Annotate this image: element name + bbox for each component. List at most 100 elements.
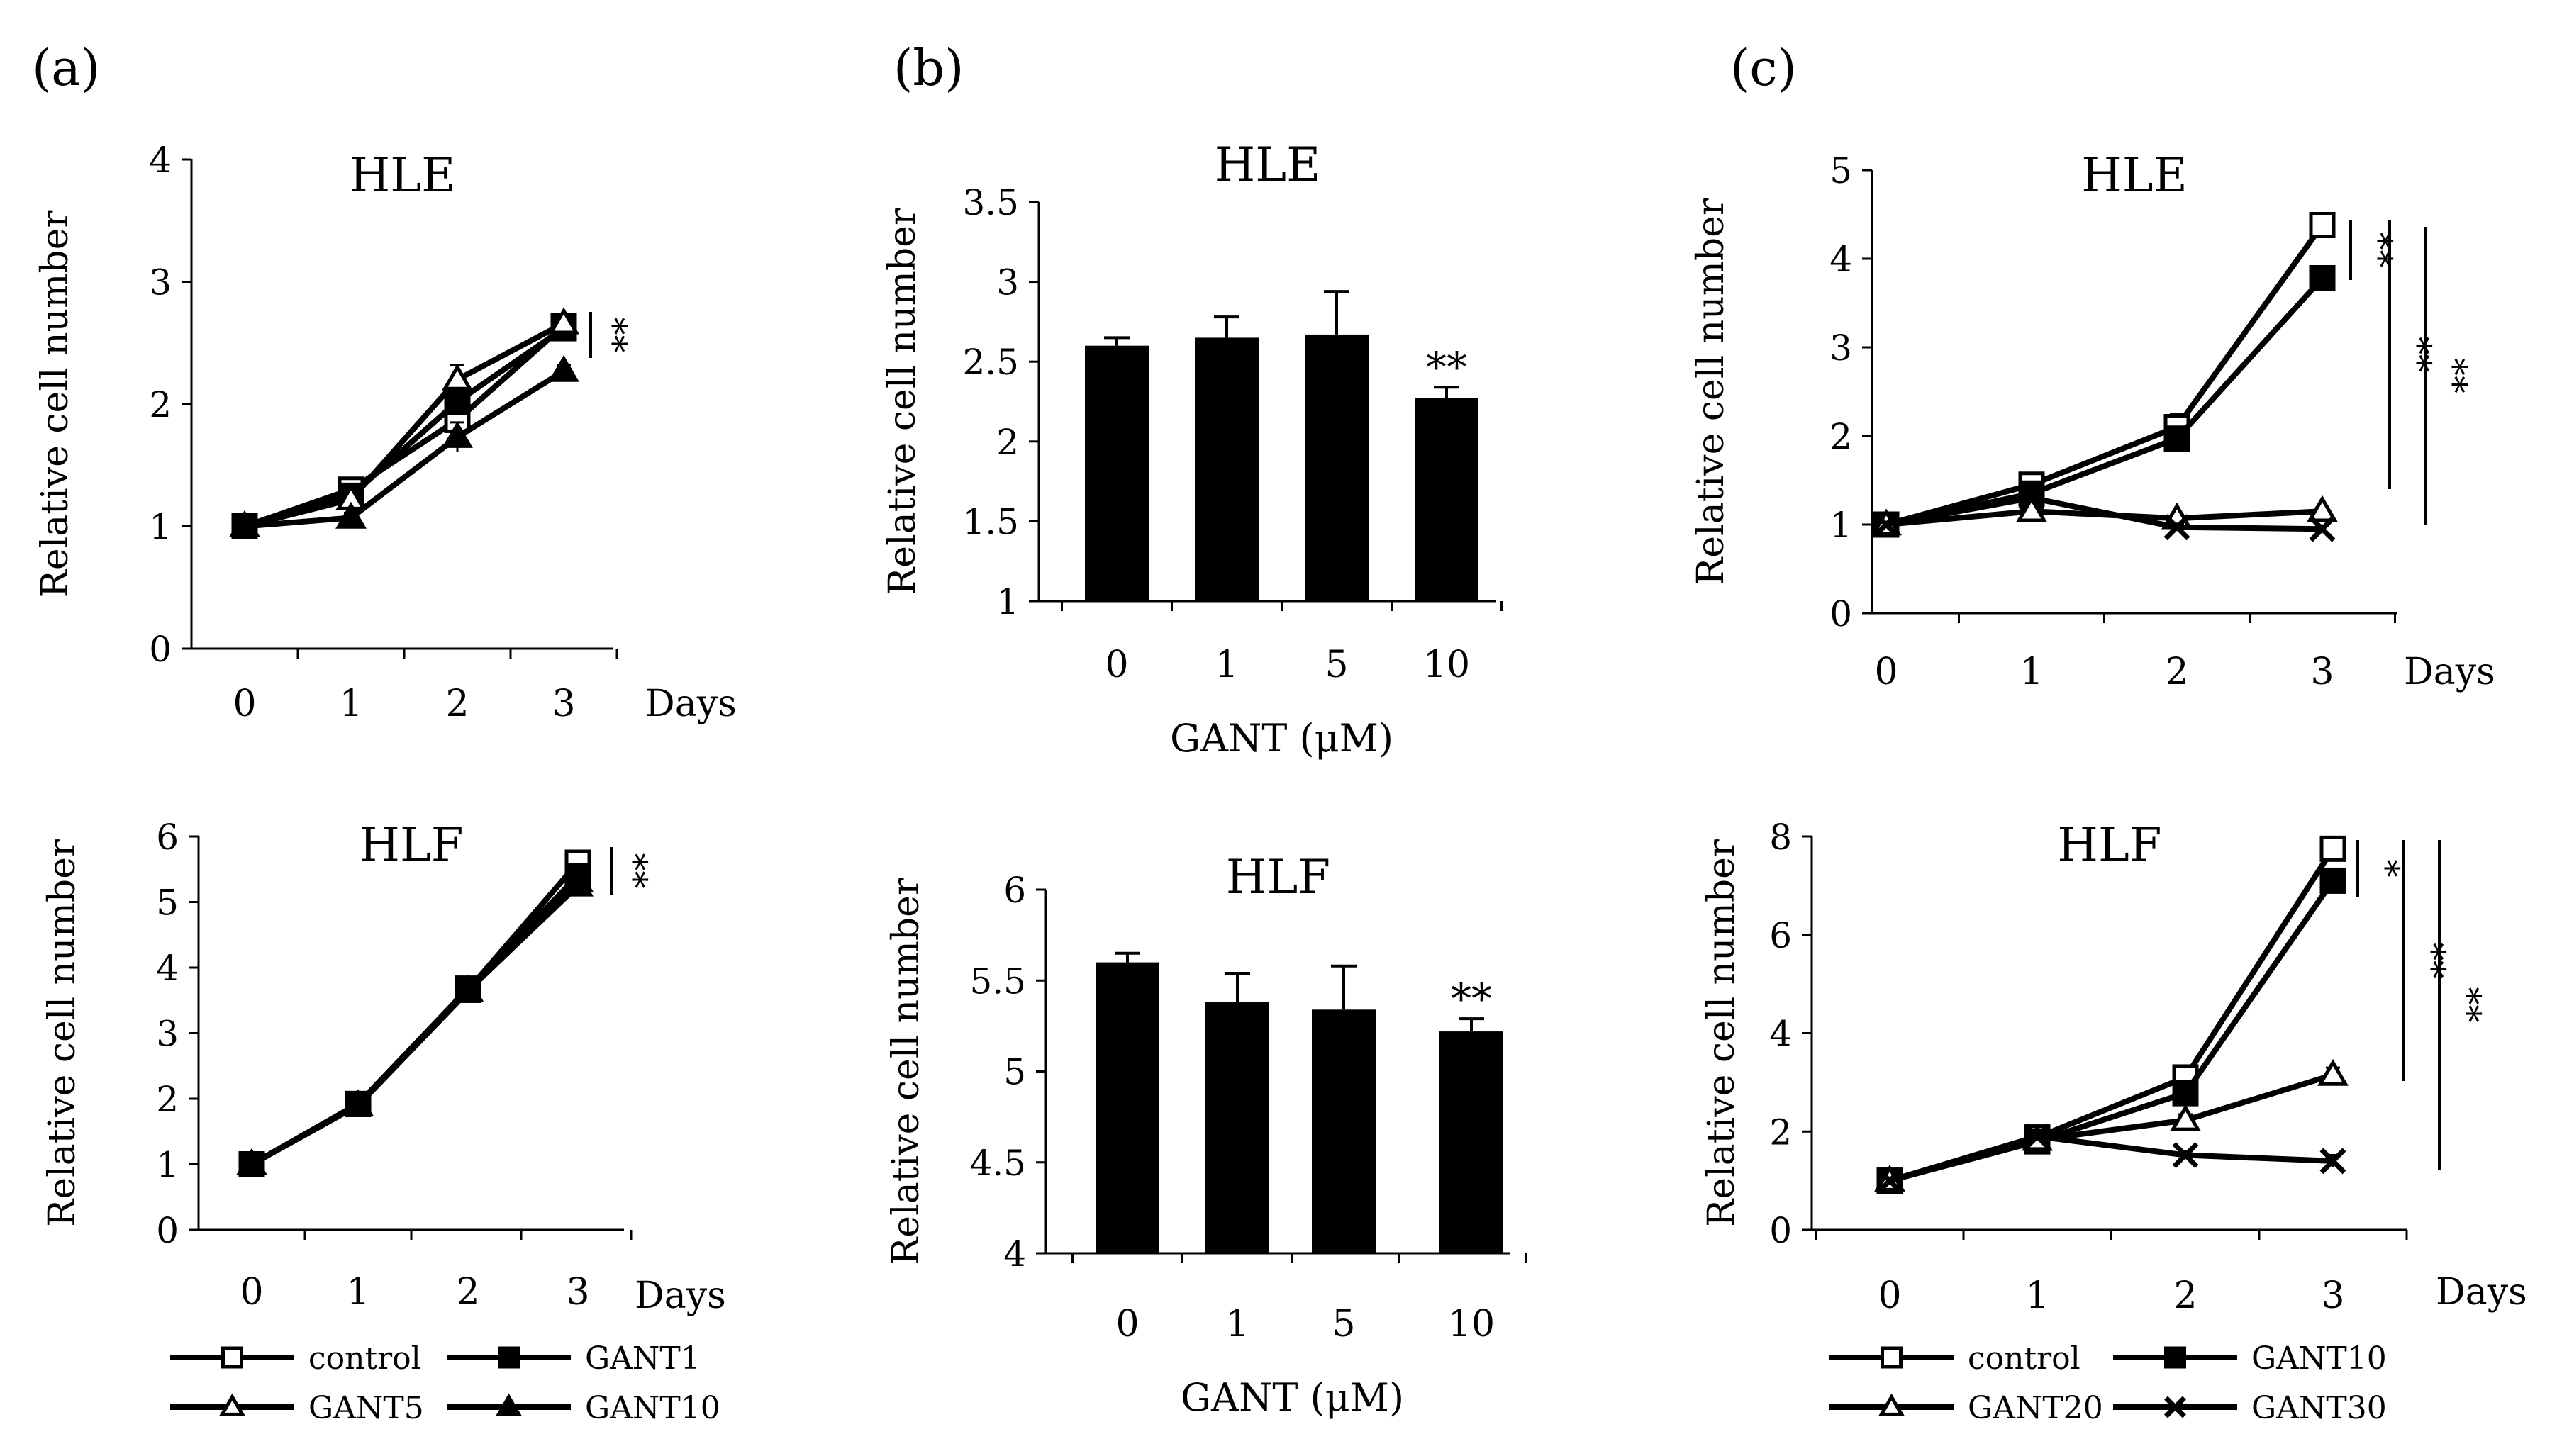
- data-point-GANT10: [2163, 425, 2190, 452]
- x-tick-label: 0: [233, 683, 256, 725]
- series-GANT10: [229, 354, 579, 537]
- legend-marker-control: [221, 1346, 243, 1369]
- data-point-GANT10: [2172, 1080, 2199, 1107]
- legends: control GANT1 GANT5 GANT10 control GANT10 GANT…: [170, 1340, 2387, 1426]
- chart-title: HLF: [359, 818, 463, 873]
- chart-title: HLE: [2081, 148, 2188, 203]
- series-line: [244, 369, 566, 530]
- x-axis-label: GANT (μM): [1181, 1375, 1404, 1420]
- panel-label-a: (a): [32, 39, 100, 97]
- chart-b-hlf: 4 4.5 5 5.5 6 0 1 5 10 HLF Relative cell number GAN…: [885, 850, 1527, 1420]
- x-tick-label: 3: [2310, 651, 2334, 693]
- x-axis-label-days: Days: [645, 683, 737, 725]
- data-point-GANT30: [2172, 1142, 2199, 1169]
- x-tick-label: 0: [1878, 1275, 1901, 1317]
- significance-label: **: [1451, 975, 1492, 1023]
- series-control: [238, 849, 591, 1177]
- data-point-GANT20: [2170, 1104, 2201, 1131]
- bar-10: [1415, 398, 1478, 601]
- bar-0: [1085, 345, 1149, 601]
- y-tick-label: 4.5: [969, 1143, 1026, 1184]
- data-point-GANT30: [2309, 515, 2336, 542]
- data-point-GANT5: [442, 363, 473, 391]
- series-line: [243, 325, 566, 530]
- series-GANT1: [231, 315, 577, 539]
- legend-item-GANT30: GANT30: [2113, 1390, 2387, 1426]
- x-tick-label: 0: [240, 1271, 263, 1314]
- series-GANT10: [236, 869, 594, 1175]
- legend-item-GANT5: GANT5: [170, 1390, 424, 1426]
- data-point-GANT10: [342, 1089, 374, 1116]
- data-point-GANT10: [442, 420, 473, 448]
- y-tick-label: 6: [1003, 870, 1026, 911]
- x-tick-label: 1: [339, 683, 362, 725]
- y-tick-label: 6: [1769, 915, 1792, 956]
- data-point-GANT30: [2018, 485, 2045, 511]
- y-tick-label: 8: [1769, 817, 1792, 858]
- y-tick-label: 0: [1769, 1210, 1792, 1251]
- data-point-GANT20: [2016, 495, 2047, 522]
- chart-a-hlf: 0 1 2 3 4 5 6 0 1 2 3 HLF Relative cell number Days **: [41, 817, 726, 1317]
- data-point-GANT10: [2319, 867, 2346, 894]
- chart-title: HLE: [350, 148, 456, 203]
- legend-item-GANT20: GANT20: [1829, 1390, 2103, 1426]
- y-tick-label: 2: [1769, 1111, 1792, 1153]
- significance-label: **: [2412, 943, 2453, 978]
- series-line: [1885, 223, 2325, 527]
- y-tick-label: 0: [1829, 593, 1852, 634]
- series-line: [1888, 1072, 2334, 1184]
- x-tick-label: 3: [566, 1271, 589, 1314]
- bar-0: [1096, 962, 1159, 1253]
- data-point-GANT10: [236, 1148, 267, 1175]
- chart-b-hle: 1 1.5 2 2.5 3 3.5 0 1 5 10 HLE Relative cell number…: [881, 138, 1503, 761]
- x-tick-label: 1: [1215, 644, 1238, 686]
- legend-marker-GANT10: [2164, 1346, 2186, 1369]
- bar-1: [1205, 1002, 1269, 1253]
- x-axis-label-days: Days: [2404, 651, 2495, 693]
- legend-marker-GANT30: [2164, 1396, 2186, 1418]
- charts: 0 1 2 3 4 0 1 2 3 HLE Relative cell number Days ** 0 1…: [34, 138, 2527, 1420]
- x-tick-label: 2: [456, 1271, 479, 1314]
- data-point-GANT30: [2319, 1148, 2346, 1175]
- y-tick-label: 5: [156, 883, 179, 924]
- series-line: [1888, 879, 2336, 1184]
- y-tick-label: 2.5: [962, 342, 1019, 383]
- bar-10: [1439, 1031, 1503, 1253]
- chart-title: HLE: [1215, 138, 1321, 192]
- x-tick-label: 1: [346, 1271, 369, 1314]
- significance-label: **: [2358, 233, 2400, 268]
- legend-label: GANT10: [2251, 1340, 2387, 1377]
- bar-5: [1312, 1009, 1376, 1253]
- y-tick-label: 4: [1769, 1014, 1792, 1055]
- y-axis-label: Relative cell number: [41, 839, 84, 1227]
- y-tick-label: 4: [149, 140, 172, 181]
- legend-marker-GANT1: [498, 1346, 520, 1369]
- data-point-GANT10: [562, 869, 594, 897]
- x-tick-label: 0: [1105, 644, 1128, 686]
- data-point-GANT30: [1876, 1167, 1903, 1194]
- y-axis-label: Relative cell number: [1690, 198, 1732, 586]
- legend-label: control: [1968, 1340, 2080, 1377]
- y-axis-label: Relative cell number: [881, 208, 924, 595]
- significance-label: **: [2447, 987, 2488, 1023]
- y-tick-label: 2: [996, 422, 1019, 463]
- x-tick-label: 1: [1225, 1303, 1249, 1345]
- y-axis-label: Relative cell number: [34, 211, 77, 598]
- y-tick-label: 2: [156, 1079, 179, 1120]
- legend-item-control: control: [1829, 1340, 2080, 1377]
- y-tick-label: 1: [996, 581, 1019, 622]
- series-control: [231, 313, 577, 539]
- series-control: [1876, 835, 2346, 1194]
- data-point-GANT30: [2024, 1123, 2051, 1150]
- data-point-control: [2309, 212, 2336, 238]
- legend-item-control: control: [170, 1340, 421, 1377]
- series-control: [1873, 212, 2336, 538]
- y-tick-label: 4: [156, 948, 179, 989]
- significance-label: **: [613, 853, 654, 889]
- y-tick-label: 1.5: [962, 501, 1019, 542]
- series-line: [1888, 1133, 2334, 1184]
- x-tick-label: 1: [2025, 1275, 2049, 1317]
- data-point-GANT10: [548, 354, 579, 382]
- series-GANT30: [1873, 485, 2336, 542]
